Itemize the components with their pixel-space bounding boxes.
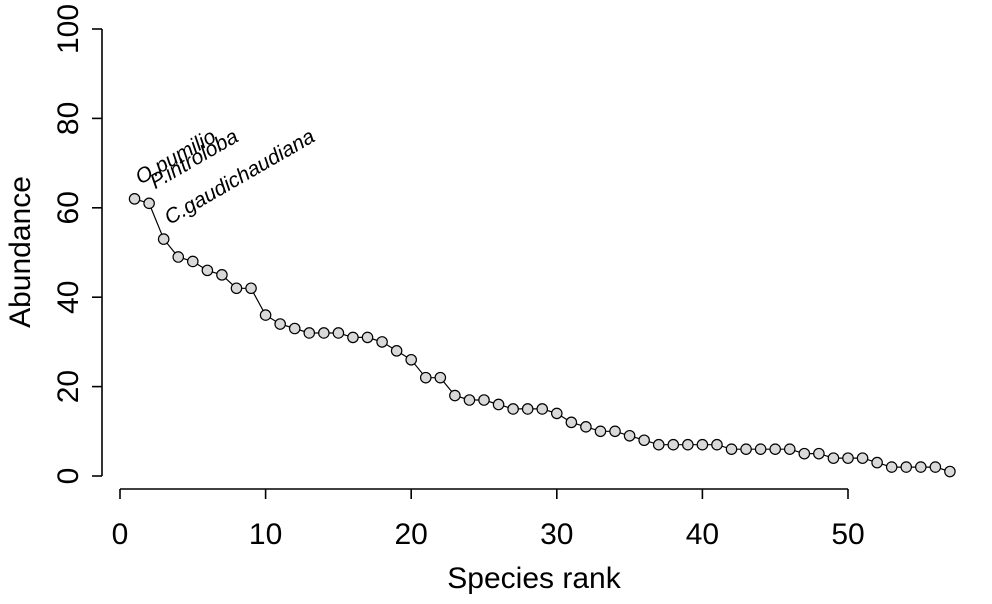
x-tick-label: 50 [831,518,864,551]
data-point [288,322,301,335]
data-point [725,443,738,455]
y-tick-label: 100 [52,4,85,54]
data-point [682,438,694,451]
data-point [944,465,956,478]
data-point [157,233,170,245]
data-point [332,327,345,339]
data-point [885,461,898,473]
data-point [478,394,490,406]
data-point [740,443,752,455]
data-point [769,443,781,455]
data-point [929,461,942,473]
data-point [245,282,257,295]
data-point [463,394,476,406]
series-layer [128,193,956,478]
y-tick-label: 20 [52,370,85,403]
data-point [827,452,840,464]
data-point [813,447,825,460]
data-point [449,389,461,402]
data-point [696,438,709,451]
x-axis-title: Species rank [447,562,621,595]
x-tick-label: 0 [112,518,129,551]
data-point [128,193,141,205]
data-point [638,434,650,447]
data-point [623,429,636,442]
data-point [900,461,913,473]
data-point [754,443,767,455]
data-point [361,331,374,344]
y-tick-label: 0 [52,468,85,485]
series-line [134,198,951,473]
data-point [172,251,185,263]
data-point [871,456,883,469]
data-point [405,353,417,366]
y-axis: 0 20 40 60 80 100 [52,4,103,485]
data-point [390,345,403,357]
data-point [143,197,155,210]
x-tick-label: 30 [540,518,573,551]
x-tick-label: 10 [249,518,282,551]
data-point [594,425,607,438]
data-point [536,403,549,415]
data-point [856,452,869,464]
data-point [550,407,563,420]
data-point [842,452,854,464]
data-point [274,318,286,330]
data-point [580,421,592,433]
data-point [376,336,388,348]
data-point [303,327,316,339]
x-axis: 0 10 20 30 40 50 [112,488,865,551]
data-point [230,282,243,295]
y-tick-label: 80 [52,102,85,135]
data-point [347,331,359,344]
data-point [434,371,447,384]
data-point [565,416,578,429]
data-point [419,371,432,384]
data-point [318,327,330,339]
data-point [201,264,214,277]
data-point [187,255,199,268]
data-point [492,398,505,411]
data-point [914,461,927,473]
data-point [609,425,621,438]
data-point [667,438,680,451]
x-tick-label: 20 [395,518,428,551]
data-point [652,438,665,451]
y-axis-title: Abundance [4,176,37,328]
data-point [711,438,723,451]
data-point [783,443,796,455]
data-point [216,269,228,281]
y-tick-label: 60 [52,191,85,224]
data-point [798,447,811,460]
y-tick-label: 40 [52,281,85,314]
data-point [521,403,534,415]
data-point [507,403,519,415]
x-tick-label: 40 [686,518,719,551]
data-point [259,309,272,321]
